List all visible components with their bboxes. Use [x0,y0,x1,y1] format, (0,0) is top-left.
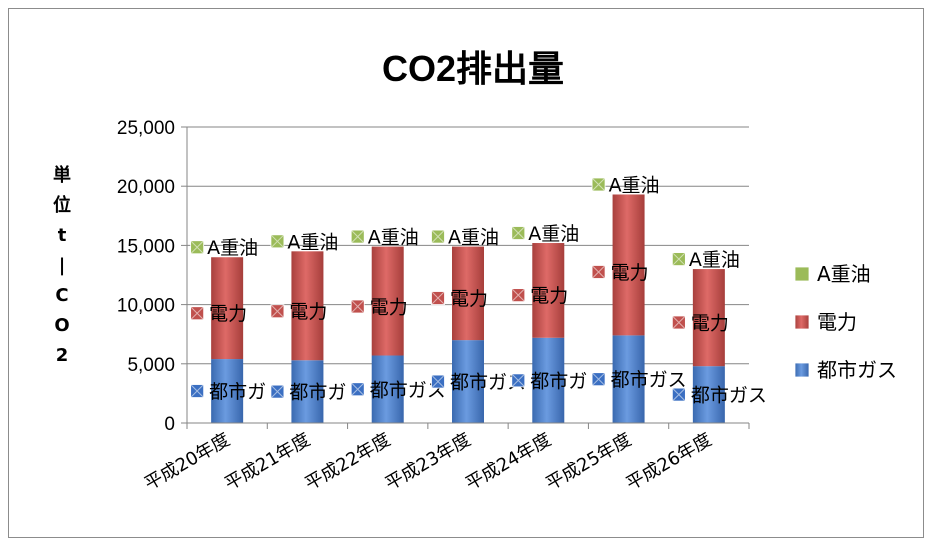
y-axis-label-char: | [59,255,66,276]
marker-a-juyu [671,252,686,266]
marker-toshi-gas [671,387,686,402]
bar-denryoku [532,243,565,338]
legend-label: A重油 [817,262,871,286]
data-label-denryoku: 電力 [450,288,488,310]
data-label-denryoku: 電力 [289,301,327,323]
legend-label: 電力 [817,310,857,334]
chart-frame: 0 5,000 10,000 15,000 20,000 25,000 平成20年度 平成21… [8,8,924,538]
marker-denryoku [511,288,526,303]
y-axis-label-char: t [58,225,67,246]
y-axis-label-char: C [55,285,68,306]
data-label-toshi-gas: 都市ガス [370,379,446,401]
marker-toshi-gas [190,384,205,398]
data-label-a-juyu: A重油 [368,227,419,249]
marker-denryoku [671,315,686,330]
marker-denryoku [270,304,285,319]
y-tick-label: 0 [164,414,175,435]
bar-toshi-gas [211,359,244,423]
x-category-label: 平成20年度 [141,429,234,495]
marker-denryoku [431,291,445,305]
x-category-label: 平成23年度 [382,429,475,495]
data-label-toshi-gas: 都市ガ [530,370,587,392]
data-label-denryoku: 電力 [370,296,408,318]
y-tick-label: 5,000 [127,355,175,376]
y-axis-label-char: 2 [56,345,69,366]
data-label-denryoku: 電力 [530,285,568,307]
y-tick-label: 20,000 [117,177,175,198]
data-label-denryoku: 電力 [611,262,649,284]
chart-title: CO2排出量 [382,48,564,89]
marker-a-juyu [270,234,285,249]
bar-denryoku [692,269,725,367]
marker-denryoku [190,306,205,321]
marker-toshi-gas [431,374,445,389]
bar-denryoku [612,194,645,336]
bars [211,194,725,423]
data-label-toshi-gas: 都市ガ [289,382,346,404]
data-label-denryoku: 電力 [209,303,247,325]
marker-denryoku [591,265,606,279]
y-axis-label-char: 位 [53,194,71,216]
bar-toshi-gas [612,335,645,423]
marker-toshi-gas [270,384,285,399]
y-tick-label: 25,000 [117,118,175,139]
marker-a-juyu [350,229,365,244]
x-category-label: 平成24年度 [462,429,555,495]
legend-label: 都市ガス [817,358,897,382]
bar-toshi-gas [532,337,565,423]
x-category-label: 平成21年度 [221,429,314,495]
bar-toshi-gas [371,355,404,423]
bar-toshi-gas [291,360,324,423]
bar-denryoku [371,246,404,356]
data-label-a-juyu: A重油 [207,237,258,259]
data-label-toshi-gas: 都市ガス [691,385,767,407]
marker-toshi-gas [591,372,606,387]
bar-toshi-gas [452,340,484,423]
bar-denryoku [452,246,484,341]
y-axis-label: 単位t | CO 2 [53,164,71,366]
bar-denryoku [211,257,244,360]
data-label-toshi-gas: 都市ガス [611,369,687,391]
bar-denryoku [291,251,324,361]
marker-a-juyu [431,229,445,244]
data-label-a-juyu: A重油 [287,231,338,253]
co2-chart: 0 5,000 10,000 15,000 20,000 25,000 平成20年度平成21… [53,48,897,495]
y-tick-label: 10,000 [117,296,175,317]
x-category-label: 平成26年度 [623,429,716,495]
data-label-toshi-gas: 都市ガ [209,381,266,403]
legend-swatch [794,362,810,378]
marker-denryoku [350,299,365,314]
y-axis-label-char: O [54,315,69,336]
marker-a-juyu [511,226,526,240]
x-category-label: 平成22年度 [302,429,395,495]
legend-swatch [794,314,810,330]
y-tick-label: 15,000 [117,236,175,257]
y-axis-label-char: 単 [53,164,71,186]
legend-swatch [794,266,810,282]
marker-toshi-gas [350,382,365,397]
data-label-a-juyu: A重油 [448,227,499,249]
marker-a-juyu [190,240,205,255]
data-label-a-juyu: A重油 [609,174,660,196]
bar-toshi-gas [692,366,725,423]
data-label-a-juyu: A重油 [689,249,740,271]
data-label-denryoku: 電力 [691,312,729,334]
x-category-label: 平成25年度 [542,429,635,495]
marker-a-juyu [591,177,606,192]
marker-toshi-gas [511,373,526,388]
data-label-a-juyu: A重油 [528,223,579,245]
data-label-toshi-gas: 都市ガス [450,372,526,394]
